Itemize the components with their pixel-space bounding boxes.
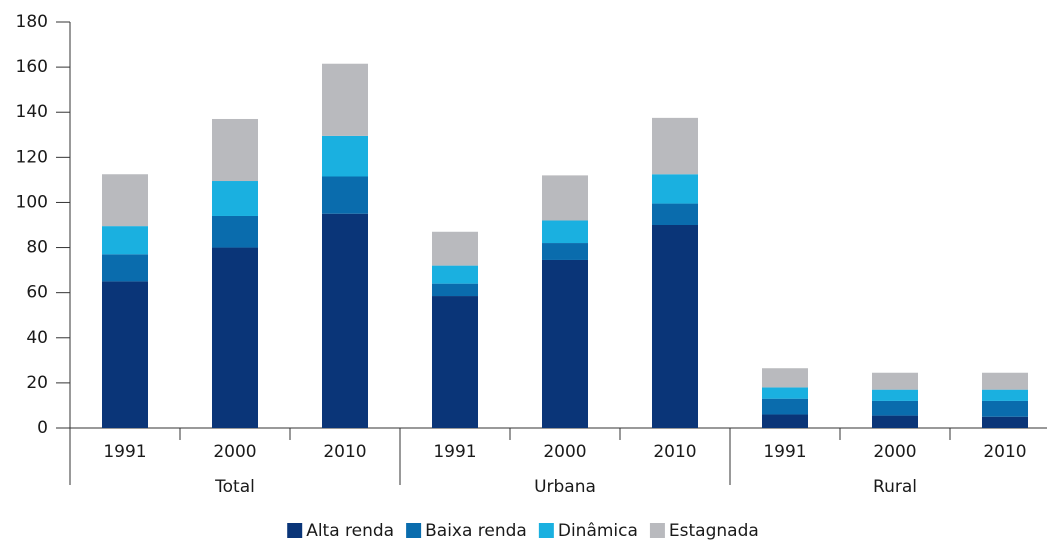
bar-segment (212, 247, 258, 428)
x-tick-label: 1991 (763, 442, 806, 462)
bar-segment (872, 389, 918, 401)
bar-segment (872, 415, 918, 428)
x-tick-label: 2010 (983, 442, 1026, 462)
bar-segment (102, 254, 148, 282)
legend-label: Estagnada (669, 521, 759, 541)
bar-segment (762, 414, 808, 428)
x-tick-label: 1991 (103, 442, 146, 462)
bar-segment (212, 118, 258, 182)
bar-segment (432, 296, 478, 428)
bar-segment (982, 416, 1028, 428)
bar-segment (432, 231, 478, 266)
y-tick-label: 120 (16, 147, 48, 167)
y-tick-label: 0 (37, 418, 48, 438)
bar-segment (212, 215, 258, 248)
y-tick-label: 60 (26, 283, 48, 303)
bar-segment (542, 220, 588, 244)
group-label: Urbana (534, 477, 596, 497)
group-label: Rural (873, 477, 917, 497)
x-tick-label: 2000 (543, 442, 586, 462)
legend-label: Alta renda (306, 521, 394, 541)
bar-segment (542, 259, 588, 428)
bar-segment (652, 117, 698, 175)
group-label: Total (214, 477, 255, 497)
bar-segment (652, 174, 698, 204)
bar-segment (872, 372, 918, 390)
bar-segment (982, 372, 1028, 390)
legend-swatch (649, 523, 665, 538)
legend-label: Baixa renda (425, 521, 527, 541)
bar-segment (102, 174, 148, 227)
bar-segment (542, 175, 588, 221)
x-tick-label: 2010 (323, 442, 366, 462)
bar-segment (762, 368, 808, 388)
legend-swatch (287, 523, 303, 538)
legend-swatch (538, 523, 554, 538)
x-tick-label: 2000 (213, 442, 256, 462)
x-tick-label: 2000 (873, 442, 916, 462)
y-tick-label: 140 (16, 102, 48, 122)
bar-segment (322, 135, 368, 177)
bar-segment (432, 283, 478, 297)
y-tick-label: 160 (16, 57, 48, 77)
x-tick-label: 2010 (653, 442, 696, 462)
bar-segment (432, 265, 478, 284)
bar-segment (652, 225, 698, 428)
bar-segment (982, 389, 1028, 401)
bar-segment (652, 203, 698, 225)
y-tick-label: 40 (26, 328, 48, 348)
bar-segment (322, 63, 368, 136)
x-tick-label: 1991 (433, 442, 476, 462)
y-tick-label: 180 (16, 12, 48, 32)
bar-segment (102, 281, 148, 428)
bar-segment (322, 213, 368, 428)
bar-segment (872, 400, 918, 416)
legend-swatch (406, 523, 422, 538)
bar-segment (212, 181, 258, 216)
bar-segment (102, 226, 148, 255)
bar-segment (322, 176, 368, 214)
y-tick-label: 80 (26, 238, 48, 258)
bar-segment (762, 387, 808, 399)
y-tick-label: 100 (16, 192, 48, 212)
bar-segment (982, 400, 1028, 417)
bar-segment (542, 243, 588, 260)
bar-segment (762, 398, 808, 415)
legend-label: Dinâmica (558, 521, 638, 541)
y-tick-label: 20 (26, 373, 48, 393)
